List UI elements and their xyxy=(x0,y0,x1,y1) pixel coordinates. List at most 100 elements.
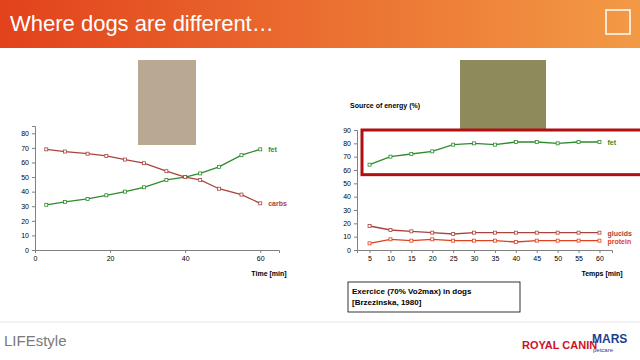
tick-label: 15 xyxy=(408,255,416,262)
tick-label: 20 xyxy=(429,255,437,262)
series-line xyxy=(46,149,260,203)
tick-mark xyxy=(32,148,35,149)
tick: 50 xyxy=(343,180,357,187)
marker xyxy=(199,178,202,181)
marker xyxy=(598,239,601,242)
marker xyxy=(165,178,168,181)
marker xyxy=(199,172,202,175)
marker xyxy=(514,241,517,244)
tick-label: 60 xyxy=(596,255,604,262)
tick-mark xyxy=(185,250,186,253)
tick-label: 50 xyxy=(343,180,351,187)
marker xyxy=(389,155,392,158)
marker xyxy=(598,231,601,234)
tick: 50 xyxy=(21,174,35,181)
marker xyxy=(431,238,434,241)
chart: 5101520253035404550556001020304050607080… xyxy=(343,102,640,312)
tick: 25 xyxy=(450,250,458,262)
marker xyxy=(368,225,371,228)
tick-mark xyxy=(453,250,454,253)
marker xyxy=(259,148,262,151)
series-line xyxy=(46,149,260,204)
tick-mark xyxy=(579,250,580,253)
marker xyxy=(452,143,455,146)
series-label: protein xyxy=(607,238,631,246)
marker xyxy=(124,158,127,161)
footer-logo: petcare xyxy=(593,347,614,353)
tick: 80 xyxy=(343,140,357,147)
tick-label: 30 xyxy=(21,203,29,210)
tick-mark xyxy=(432,250,433,253)
tick-mark xyxy=(32,177,35,178)
marker xyxy=(556,231,559,234)
marker xyxy=(184,176,187,179)
tick-mark xyxy=(516,250,517,253)
marker xyxy=(45,203,48,206)
tick: 60 xyxy=(257,250,265,262)
marker xyxy=(124,190,127,193)
marker xyxy=(165,170,168,173)
marker xyxy=(410,239,413,242)
marker xyxy=(240,193,243,196)
tick: 10 xyxy=(21,232,35,239)
tick-label: 20 xyxy=(343,220,351,227)
tick-mark xyxy=(599,250,600,253)
marker xyxy=(493,143,496,146)
marker xyxy=(64,150,67,153)
tick: 15 xyxy=(408,250,416,262)
tick-mark xyxy=(354,170,357,171)
tick-label: 40 xyxy=(512,255,520,262)
marker xyxy=(556,142,559,145)
series-label: fet xyxy=(607,139,616,146)
tick-label: 50 xyxy=(554,255,562,262)
tick-label: 70 xyxy=(21,145,29,152)
tick-label: 30 xyxy=(343,207,351,214)
tick-mark xyxy=(354,183,357,184)
plot-area xyxy=(368,141,601,245)
marker xyxy=(577,231,580,234)
marker xyxy=(410,153,413,156)
marker xyxy=(410,230,413,233)
slide-title: Where dogs are different… xyxy=(10,11,274,36)
tick: 0 xyxy=(347,247,357,254)
tick-mark xyxy=(558,250,559,253)
slide: Where dogs are different… 0 20 40 60 0 10 20 30 4… xyxy=(0,0,640,360)
footer-left: LIFEstyle xyxy=(4,332,67,349)
tick-mark xyxy=(354,197,357,198)
series-line xyxy=(370,226,600,234)
chart-title: Source of energy (%) xyxy=(350,102,420,110)
tick: 0 xyxy=(34,250,38,262)
tick-mark xyxy=(32,133,35,134)
tick: 45 xyxy=(533,250,541,262)
x-axis-label: Time [min] xyxy=(251,270,286,278)
tick-mark xyxy=(32,221,35,222)
tick: 40 xyxy=(512,250,520,262)
marker xyxy=(86,152,89,155)
marker xyxy=(142,186,145,189)
tick: 30 xyxy=(21,203,35,210)
tick-label: 60 xyxy=(257,255,265,262)
tick: 60 xyxy=(21,159,35,166)
tick: 40 xyxy=(182,250,190,262)
tick-label: 0 xyxy=(34,255,38,262)
tick: 5 xyxy=(368,250,372,262)
tick-mark xyxy=(260,250,261,253)
marker xyxy=(105,154,108,157)
marker xyxy=(389,238,392,241)
marker xyxy=(452,239,455,242)
marker xyxy=(556,239,559,242)
tick: 20 xyxy=(343,220,357,227)
footer-rule xyxy=(0,322,640,323)
tick: 55 xyxy=(575,250,583,262)
series-line xyxy=(370,142,600,165)
marker xyxy=(535,231,538,234)
tick-mark xyxy=(354,223,357,224)
marker xyxy=(105,194,108,197)
marker xyxy=(431,150,434,153)
tick-mark xyxy=(354,157,357,158)
tick-label: 25 xyxy=(450,255,458,262)
marker xyxy=(452,233,455,236)
marker xyxy=(240,154,243,157)
tick-mark xyxy=(354,143,357,144)
tick: 35 xyxy=(492,250,500,262)
